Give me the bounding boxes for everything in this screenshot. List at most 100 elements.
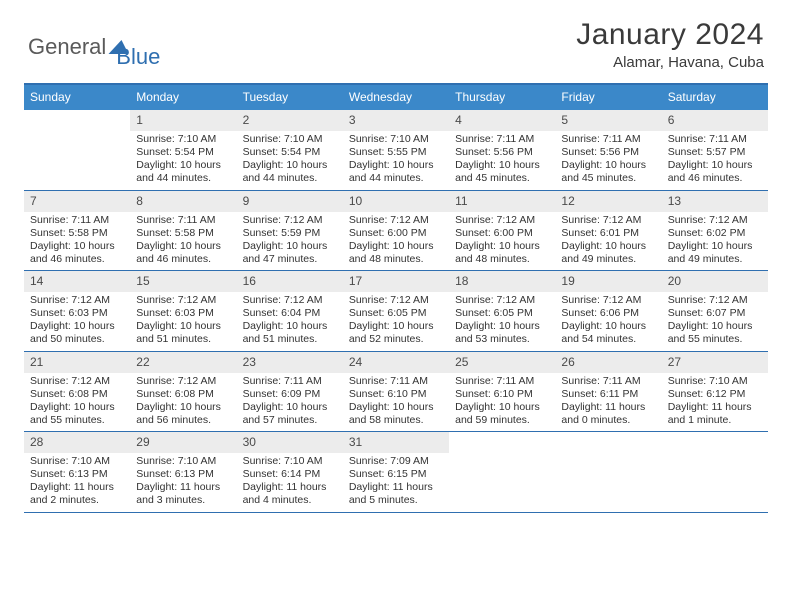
calendar-day-cell: 29Sunrise: 7:10 AMSunset: 6:13 PMDayligh… [130,432,236,512]
sunrise-line: Sunrise: 7:11 AM [243,375,337,388]
calendar-week-row: 14Sunrise: 7:12 AMSunset: 6:03 PMDayligh… [24,271,768,352]
daylight-line: Daylight: 10 hours and 48 minutes. [455,240,549,266]
daylight-line: Daylight: 10 hours and 53 minutes. [455,320,549,346]
header: General Blue January 2024 Alamar, Havana… [0,0,792,75]
location-subtitle: Alamar, Havana, Cuba [576,54,764,71]
calendar-day-cell: 15Sunrise: 7:12 AMSunset: 6:03 PMDayligh… [130,271,236,351]
sunrise-line: Sunrise: 7:09 AM [349,455,443,468]
daylight-line: Daylight: 10 hours and 46 minutes. [30,240,124,266]
day-detail: Sunrise: 7:12 AMSunset: 6:04 PMDaylight:… [237,292,343,351]
calendar-week-row: 21Sunrise: 7:12 AMSunset: 6:08 PMDayligh… [24,352,768,433]
day-number: 10 [343,191,449,212]
calendar-empty-cell [555,432,661,512]
day-number: 1 [130,110,236,131]
day-number: 24 [343,352,449,373]
calendar-day-cell: 31 Sunrise: 7:09 AMSunset: 6:15 PMDayligh… [343,432,449,512]
daylight-line: Daylight: 11 hours and 0 minutes. [561,401,655,427]
sunset-line: Sunset: 6:15 PM [349,468,443,481]
sunset-line: Sunset: 6:03 PM [30,307,124,320]
sunrise-line: Sunrise: 7:12 AM [30,294,124,307]
calendar-day-cell: 7Sunrise: 7:11 AMSunset: 5:58 PMDaylight… [24,191,130,271]
calendar-day-cell: 20Sunrise: 7:12 AMSunset: 6:07 PMDayligh… [662,271,768,351]
daylight-line: Daylight: 10 hours and 51 minutes. [243,320,337,346]
sunset-line: Sunset: 6:06 PM [561,307,655,320]
day-number: 3 [343,110,449,131]
daylight-line: Daylight: 10 hours and 50 minutes. [30,320,124,346]
calendar-day-cell: 1Sunrise: 7:10 AMSunset: 5:54 PMDaylight… [130,110,236,190]
daylight-line: Daylight: 11 hours and 4 minutes. [243,481,337,507]
day-number: 8 [130,191,236,212]
day-of-week-row: SundayMondayTuesdayWednesdayThursdayFrid… [24,85,768,110]
day-detail: Sunrise: 7:11 AMSunset: 6:10 PMDaylight:… [449,373,555,432]
daylight-line: Daylight: 10 hours and 44 minutes. [349,159,443,185]
calendar-empty-cell [662,432,768,512]
sunset-line: Sunset: 5:58 PM [30,227,124,240]
sunrise-line: Sunrise: 7:12 AM [668,294,762,307]
calendar-day-cell: 18Sunrise: 7:12 AMSunset: 6:05 PMDayligh… [449,271,555,351]
sunrise-line: Sunrise: 7:10 AM [243,455,337,468]
day-detail: Sunrise: 7:12 AMSunset: 6:07 PMDaylight:… [662,292,768,351]
sunset-line: Sunset: 6:00 PM [455,227,549,240]
sunrise-line: Sunrise: 7:10 AM [243,133,337,146]
title-block: January 2024 Alamar, Havana, Cuba [576,18,764,71]
calendar-day-cell: 4Sunrise: 7:11 AMSunset: 5:56 PMDaylight… [449,110,555,190]
calendar-day-cell: 17Sunrise: 7:12 AMSunset: 6:05 PMDayligh… [343,271,449,351]
day-of-week-header: Sunday [24,85,130,110]
sunrise-line: Sunrise: 7:10 AM [136,133,230,146]
day-detail: Sunrise: 7:10 AMSunset: 6:12 PMDaylight:… [662,373,768,432]
day-detail: Sunrise: 7:10 AMSunset: 6:13 PMDaylight:… [130,453,236,512]
daylight-line: Daylight: 10 hours and 55 minutes. [668,320,762,346]
sunrise-line: Sunrise: 7:11 AM [561,133,655,146]
calendar-week-row: 1Sunrise: 7:10 AMSunset: 5:54 PMDaylight… [24,110,768,191]
sunset-line: Sunset: 5:55 PM [349,146,443,159]
day-number: 5 [555,110,661,131]
day-number: 15 [130,271,236,292]
sunrise-line: Sunrise: 7:11 AM [561,375,655,388]
day-detail: Sunrise: 7:12 AMSunset: 6:00 PMDaylight:… [343,212,449,271]
daylight-line: Daylight: 10 hours and 44 minutes. [243,159,337,185]
day-number: 13 [662,191,768,212]
sunrise-line: Sunrise: 7:12 AM [30,375,124,388]
daylight-line: Daylight: 10 hours and 49 minutes. [668,240,762,266]
calendar-day-cell: 22Sunrise: 7:12 AMSunset: 6:08 PMDayligh… [130,352,236,432]
sunrise-line: Sunrise: 7:11 AM [349,375,443,388]
day-number: 23 [237,352,343,373]
day-number: 28 [24,432,130,453]
day-number: 20 [662,271,768,292]
sunset-line: Sunset: 6:09 PM [243,388,337,401]
daylight-line: Daylight: 10 hours and 48 minutes. [349,240,443,266]
day-detail: Sunrise: 7:12 AMSunset: 6:03 PMDaylight:… [130,292,236,351]
day-detail: Sunrise: 7:10 AMSunset: 6:13 PMDaylight:… [24,453,130,512]
sunrise-line: Sunrise: 7:12 AM [561,294,655,307]
daylight-line: Daylight: 10 hours and 45 minutes. [561,159,655,185]
sunrise-line: Sunrise: 7:11 AM [455,375,549,388]
day-number: 31 [343,432,449,453]
calendar-day-cell: 21Sunrise: 7:12 AMSunset: 6:08 PMDayligh… [24,352,130,432]
day-detail: Sunrise: 7:11 AMSunset: 6:10 PMDaylight:… [343,373,449,432]
calendar-day-cell: 16Sunrise: 7:12 AMSunset: 6:04 PMDayligh… [237,271,343,351]
sunset-line: Sunset: 5:58 PM [136,227,230,240]
page-title: January 2024 [576,18,764,52]
day-number: 27 [662,352,768,373]
sunset-line: Sunset: 6:10 PM [349,388,443,401]
daylight-line: Daylight: 11 hours and 5 minutes. [349,481,443,507]
daylight-line: Daylight: 10 hours and 57 minutes. [243,401,337,427]
sunset-line: Sunset: 6:05 PM [349,307,443,320]
sunset-line: Sunset: 6:13 PM [30,468,124,481]
day-detail: Sunrise: 7:12 AMSunset: 6:08 PMDaylight:… [24,373,130,432]
day-of-week-header: Wednesday [343,85,449,110]
daylight-line: Daylight: 10 hours and 47 minutes. [243,240,337,266]
day-number: 22 [130,352,236,373]
day-number: 9 [237,191,343,212]
day-number: 29 [130,432,236,453]
day-number: 30 [237,432,343,453]
daylight-line: Daylight: 10 hours and 54 minutes. [561,320,655,346]
sunrise-line: Sunrise: 7:10 AM [668,375,762,388]
calendar-day-cell: 14Sunrise: 7:12 AMSunset: 6:03 PMDayligh… [24,271,130,351]
daylight-line: Daylight: 10 hours and 55 minutes. [30,401,124,427]
calendar-day-cell: 13Sunrise: 7:12 AMSunset: 6:02 PMDayligh… [662,191,768,271]
sunrise-line: Sunrise: 7:12 AM [349,214,443,227]
calendar-day-cell: 12Sunrise: 7:12 AMSunset: 6:01 PMDayligh… [555,191,661,271]
daylight-line: Daylight: 10 hours and 51 minutes. [136,320,230,346]
sunrise-line: Sunrise: 7:12 AM [561,214,655,227]
